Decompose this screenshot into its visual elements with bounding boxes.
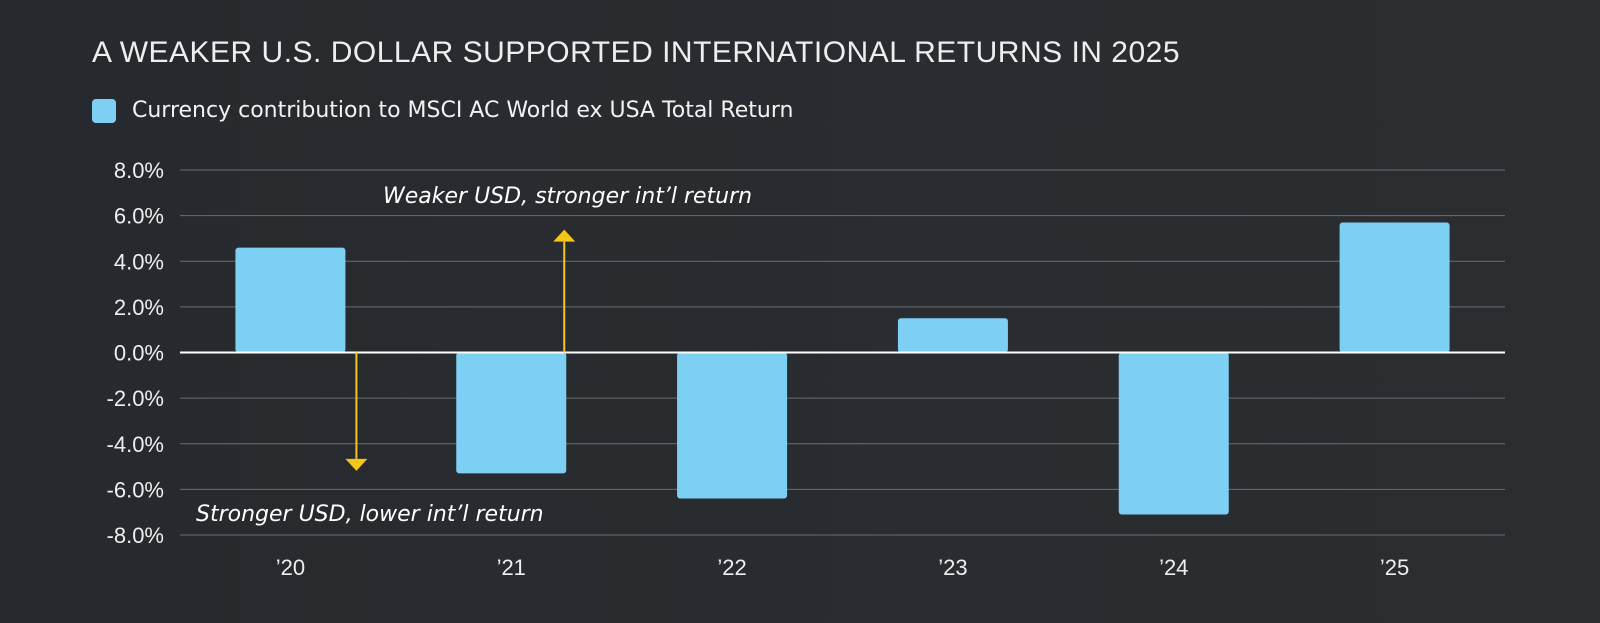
bar-0	[235, 247, 346, 353]
y-tick-label: 6.0%	[114, 204, 164, 229]
y-tick-label: 4.0%	[114, 249, 164, 274]
y-tick-label: -4.0%	[107, 432, 164, 457]
bar-4	[1118, 352, 1229, 515]
y-tick-label: 2.0%	[114, 295, 164, 320]
bars	[235, 222, 1450, 515]
x-tick-label: ’23	[938, 555, 967, 580]
x-tick-label: ’20	[276, 555, 305, 580]
y-tick-label: -8.0%	[107, 523, 164, 548]
x-tick-label: ’21	[497, 555, 526, 580]
y-tick-label: -2.0%	[107, 386, 164, 411]
bar-1	[456, 352, 567, 474]
y-tick-label: -6.0%	[107, 477, 164, 502]
x-tick-label: ’22	[717, 555, 746, 580]
bar-5	[1339, 222, 1450, 353]
arrow-down-head	[345, 458, 368, 471]
x-axis-ticks: ’20 ’21 ’22 ’23 ’24 ’25	[276, 555, 1410, 580]
arrow-up-head	[553, 229, 576, 242]
annotation-stronger-usd: Stronger USD, lower int’l return	[196, 502, 544, 527]
y-axis-ticks: 8.0% 6.0% 4.0% 2.0% 0.0% -2.0% -4.0% -6.0% -8.0%	[107, 158, 164, 548]
bar-3	[897, 318, 1008, 353]
x-tick-label: ’25	[1380, 555, 1409, 580]
chart-title: A WEAKER U.S. DOLLAR SUPPORTED INTERNATI…	[92, 36, 1181, 69]
annotation-arrows	[345, 229, 576, 471]
legend-label: Currency contribution to MSCI AC World e…	[132, 98, 794, 123]
grid-lines	[180, 169, 1505, 536]
y-tick-label: 0.0%	[114, 341, 164, 366]
bar-2	[677, 352, 788, 499]
legend: Currency contribution to MSCI AC World e…	[92, 98, 793, 123]
legend-swatch	[92, 98, 116, 123]
annotation-weaker-usd: Weaker USD, stronger int’l return	[383, 184, 752, 209]
x-tick-label: ’24	[1159, 555, 1188, 580]
y-tick-label: 8.0%	[114, 158, 164, 183]
